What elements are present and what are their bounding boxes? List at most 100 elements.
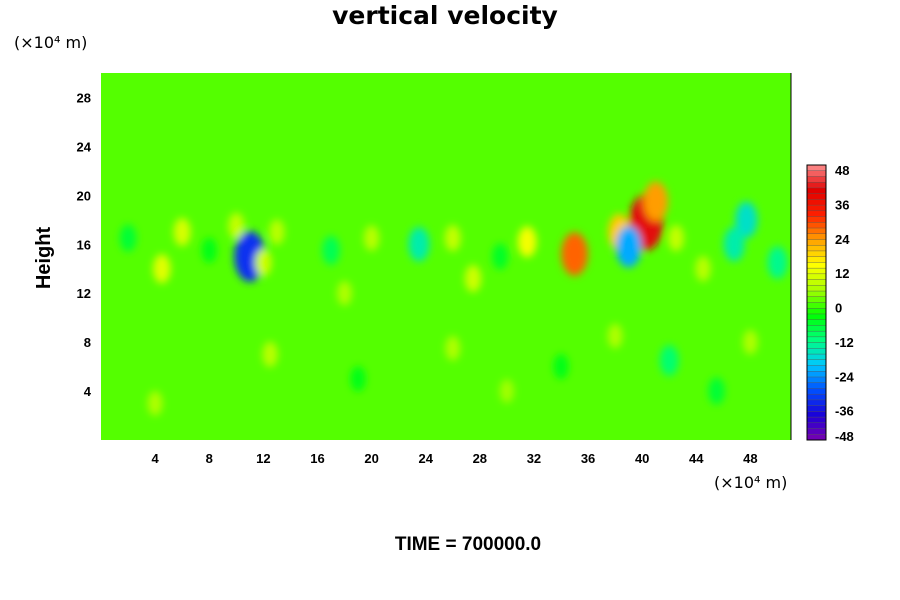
x-tick-label: 4	[152, 451, 160, 466]
colorbar-tick-label: -36	[835, 404, 854, 419]
y-tick-label: 16	[77, 237, 91, 252]
velocity-feature	[668, 225, 684, 252]
colorbar-band	[806, 353, 827, 361]
colorbar-band	[806, 325, 827, 332]
colorbar-tick-label: 36	[835, 197, 849, 212]
velocity-feature	[735, 201, 758, 238]
colorbar-band	[806, 199, 827, 206]
colorbar-band	[806, 227, 827, 235]
velocity-feature	[363, 225, 380, 251]
plot-area	[101, 73, 791, 440]
time-label: TIME = 700000.0	[395, 534, 541, 555]
y-tick-label: 28	[77, 90, 91, 105]
colorbar-tick-label: 24	[835, 232, 850, 247]
colorbar-tick-label: 48	[835, 163, 849, 178]
colorbar-band	[806, 416, 827, 424]
colorbar-band	[806, 371, 827, 378]
colorbar-band	[806, 204, 827, 212]
colorbar-band	[806, 411, 827, 418]
y-axis-ticks: 4 8 12 16 20 24 28	[77, 90, 92, 399]
velocity-feature	[553, 353, 569, 380]
x-axis-ticks: 4 8 12 16 20 24 28 32 36 40 44 48	[152, 451, 758, 466]
x-tick-label: 12	[256, 451, 270, 466]
colorbar-ticks: 48 36 24 12 0 -12 -24 -36 -48	[835, 163, 855, 444]
velocity-feature	[723, 227, 745, 262]
colorbar-band	[806, 267, 827, 275]
colorbar-tick-label: 0	[835, 301, 842, 316]
velocity-feature	[337, 280, 352, 306]
velocity-feature	[708, 377, 725, 405]
colorbar-band	[806, 279, 827, 286]
y-tick-label: 8	[84, 335, 91, 350]
colorbar-band	[806, 187, 827, 195]
velocity-feature	[255, 249, 272, 277]
colorbar-band	[806, 302, 827, 309]
colorbar-band	[806, 273, 827, 281]
colorbar-border	[806, 164, 827, 441]
velocity-feature	[517, 226, 537, 258]
colorbar-band	[806, 359, 827, 367]
y-tick-label: 4	[84, 384, 92, 399]
colorbar-band	[806, 245, 827, 252]
x-tick-label: 32	[527, 451, 541, 466]
colorbar-band	[806, 256, 827, 263]
colorbar-band	[806, 262, 827, 269]
colorbar-band	[806, 376, 827, 384]
velocity-feature	[322, 235, 340, 265]
colorbar-tick-label: -24	[835, 369, 855, 384]
colorbar-band	[806, 210, 827, 218]
colorbar-tick-label: -12	[835, 335, 854, 350]
velocity-feature	[269, 219, 285, 245]
colorbar-band	[806, 239, 827, 246]
x-tick-label: 40	[635, 451, 649, 466]
colorbar-band	[806, 434, 827, 441]
y-axis-label: Height	[33, 227, 55, 290]
colorbar-band	[806, 405, 827, 412]
y-unit-label: (×10⁴ m)	[14, 33, 87, 52]
colorbar-tick-label: -48	[835, 429, 854, 444]
colorbar-band	[806, 382, 827, 389]
colorbar-band	[806, 233, 827, 240]
x-tick-label: 36	[581, 451, 595, 466]
velocity-feature	[743, 329, 758, 355]
colorbar-band	[806, 250, 827, 258]
x-tick-label: 24	[418, 451, 433, 466]
colorbar-band	[806, 222, 827, 229]
velocity-feature	[659, 345, 679, 376]
velocity-feature	[464, 264, 482, 293]
colorbar-band	[806, 422, 827, 430]
y-tick-label: 24	[77, 139, 92, 154]
colorbar-band	[806, 342, 827, 349]
x-unit-label: (×10⁴ m)	[714, 473, 787, 492]
colorbar-band	[806, 176, 827, 183]
velocity-feature	[201, 237, 217, 264]
velocity-field	[119, 181, 788, 416]
x-tick-label: 48	[743, 451, 757, 466]
colorbar-band	[806, 164, 827, 172]
colorbar-band	[806, 330, 827, 338]
velocity-feature	[228, 212, 245, 240]
velocity-feature	[561, 232, 588, 276]
colorbar-band	[806, 216, 827, 223]
y-tick-label: 12	[77, 286, 91, 301]
x-tick-label: 28	[473, 451, 487, 466]
colorbar-band	[806, 181, 827, 189]
colorbar-band	[806, 193, 827, 200]
colorbar-band	[806, 290, 827, 298]
velocity-feature	[607, 323, 623, 349]
colorbar-band	[806, 313, 827, 321]
x-tick-label: 8	[206, 451, 213, 466]
colorbar-band	[806, 393, 827, 401]
velocity-feature	[499, 379, 515, 403]
velocity-feature	[119, 224, 137, 252]
velocity-feature	[615, 225, 642, 268]
colorbar	[806, 164, 827, 441]
velocity-feature	[153, 254, 171, 284]
colorbar-band	[806, 336, 827, 344]
velocity-feature	[147, 391, 163, 416]
colorbar-band	[806, 365, 827, 372]
velocity-feature	[173, 217, 191, 247]
velocity-feature	[444, 225, 461, 252]
velocity-feature	[492, 243, 509, 270]
colorbar-band	[806, 296, 827, 304]
